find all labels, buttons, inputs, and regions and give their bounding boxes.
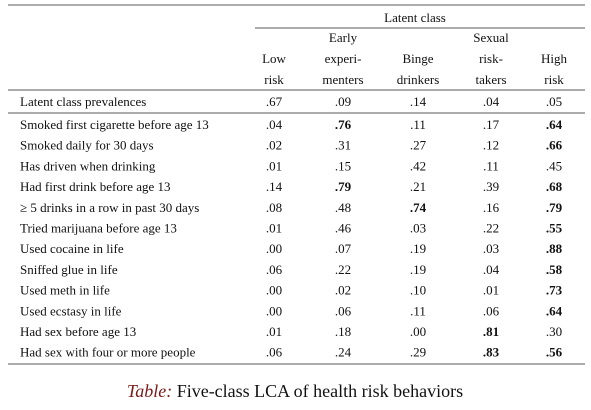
cell: .18: [335, 324, 351, 339]
cell: .76: [335, 117, 352, 132]
cell: .06: [266, 262, 283, 277]
cell: .22: [335, 262, 351, 277]
row-label: Latent class prevalences: [20, 94, 146, 109]
row-label: ≥ 5 drinks in a row in past 30 days: [20, 200, 199, 215]
cell: .83: [483, 345, 500, 360]
column-header: menters: [322, 72, 363, 87]
cell: .68: [546, 179, 563, 194]
cell: .06: [266, 345, 283, 360]
row-label: Has driven when drinking: [20, 158, 156, 173]
cell: .55: [546, 221, 563, 236]
cell: .16: [483, 200, 500, 215]
cell: .67: [266, 94, 283, 109]
cell: .00: [266, 241, 282, 256]
caption: Table: Five-class LCA of health risk beh…: [127, 381, 463, 401]
row-label: Had sex before age 13: [20, 324, 136, 339]
row-label: Used ecstasy in life: [20, 303, 122, 318]
cell: .45: [546, 158, 562, 173]
cell: .64: [546, 117, 563, 132]
cell: .14: [266, 179, 283, 194]
row-label: Used cocaine in life: [20, 241, 124, 256]
column-header: risk: [544, 72, 564, 87]
group-header: Latent class: [384, 10, 446, 25]
cell: .19: [410, 262, 426, 277]
cell: .01: [266, 158, 282, 173]
cell: .07: [335, 241, 352, 256]
cell: .66: [546, 138, 563, 153]
cell: .00: [266, 303, 282, 318]
cell: .12: [483, 138, 499, 153]
cell: .08: [266, 200, 282, 215]
cell: .88: [546, 241, 563, 256]
cell: .00: [410, 324, 426, 339]
cell: .48: [335, 200, 351, 215]
cell: .01: [266, 324, 282, 339]
caption-label: Table:: [127, 381, 172, 401]
cell: .02: [266, 138, 282, 153]
cell: .27: [410, 138, 427, 153]
cell: .01: [266, 221, 282, 236]
cell: .04: [483, 94, 500, 109]
cell: .11: [410, 117, 426, 132]
column-header: High: [541, 51, 568, 66]
cell: .01: [483, 283, 499, 298]
cell: .81: [483, 324, 499, 339]
cell: .10: [410, 283, 426, 298]
cell: .22: [483, 221, 499, 236]
cell: .79: [335, 179, 352, 194]
cell: .31: [335, 138, 351, 153]
cell: .04: [483, 262, 500, 277]
cell: .04: [266, 117, 283, 132]
cell: .03: [410, 221, 426, 236]
row-label: Tried marijuana before age 13: [20, 221, 177, 236]
cell: .46: [335, 221, 352, 236]
cell: .29: [410, 345, 426, 360]
cell: .00: [266, 283, 282, 298]
cell: .17: [483, 117, 500, 132]
cell: .79: [546, 200, 563, 215]
row-label: Smoked daily for 30 days: [20, 138, 154, 153]
cell: .09: [335, 94, 351, 109]
cell: .56: [546, 345, 563, 360]
row-label: Had first drink before age 13: [20, 179, 171, 194]
cell: .15: [335, 158, 351, 173]
cell: .02: [335, 283, 351, 298]
cell: .21: [410, 179, 426, 194]
cell: .11: [410, 303, 426, 318]
column-header: drinkers: [397, 72, 440, 87]
column-header: risk-: [479, 51, 503, 66]
column-header: Low: [262, 51, 286, 66]
cell: .11: [483, 158, 499, 173]
cell: .42: [410, 158, 426, 173]
row-label: Sniffed glue in life: [20, 262, 118, 277]
row-label: Smoked first cigarette before age 13: [20, 117, 209, 132]
cell: .14: [410, 94, 427, 109]
cell: .05: [546, 94, 562, 109]
column-header: experi-: [325, 51, 362, 66]
cell: .39: [483, 179, 499, 194]
column-header: Early: [329, 30, 358, 45]
cell: .58: [546, 262, 563, 277]
cell: .73: [546, 283, 563, 298]
cell: .74: [410, 200, 427, 215]
column-header: risk: [264, 72, 284, 87]
cell: .06: [335, 303, 352, 318]
row-label: Used meth in life: [20, 283, 110, 298]
column-header: Sexual: [473, 30, 509, 45]
caption-text: Five-class LCA of health risk behaviors: [177, 381, 463, 401]
column-header: Binge: [402, 51, 433, 66]
column-header: takers: [475, 72, 506, 87]
row-label: Had sex with four or more people: [20, 345, 196, 360]
cell: .24: [335, 345, 352, 360]
cell: .06: [483, 303, 500, 318]
cell: .30: [546, 324, 562, 339]
cell: .64: [546, 303, 563, 318]
cell: .03: [483, 241, 499, 256]
cell: .19: [410, 241, 426, 256]
